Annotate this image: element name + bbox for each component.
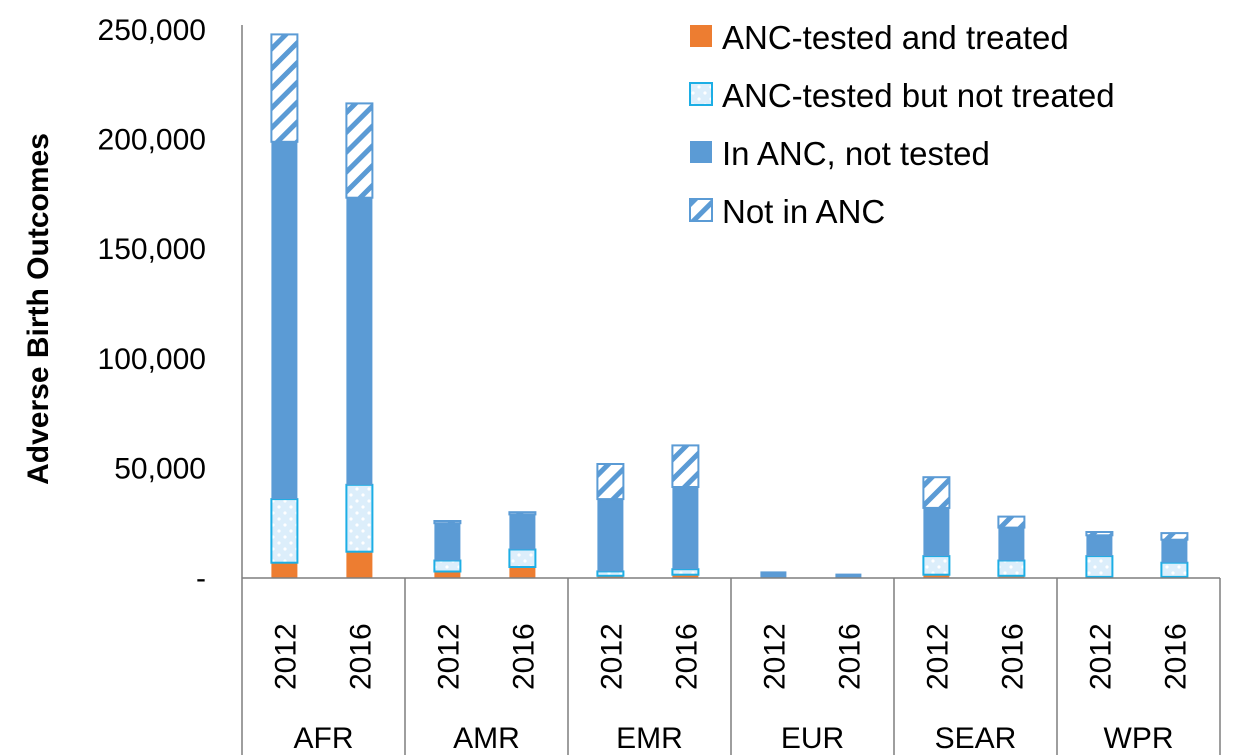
x-tick-label-year: 2016 <box>833 623 866 690</box>
x-tick-label-year: 2016 <box>670 623 703 690</box>
bar-segment-sear-2016-s2 <box>998 527 1025 561</box>
x-tick-label-year: 2012 <box>1084 623 1117 690</box>
bar-segment-wpr-2016-s3 <box>1160 532 1189 541</box>
x-group-label-sear: SEAR <box>935 722 1017 755</box>
bar-segment-amr-2012-s1 <box>433 559 462 573</box>
bar-segment-wpr-2012-s1 <box>1085 555 1114 578</box>
x-tick-label-year: 2012 <box>595 623 628 690</box>
legend-label-1: ANC-tested but not treated <box>722 77 1115 114</box>
bar-segment-afr-2012-s1 <box>270 498 299 564</box>
bar-segment-afr-2012-s0 <box>271 562 298 578</box>
y-tick-label: - <box>196 562 206 595</box>
x-group-label-eur: EUR <box>781 722 844 755</box>
x-tick-label-year: 2012 <box>921 623 954 690</box>
bar-segment-amr-2016-s0 <box>509 567 536 578</box>
y-tick-label: 200,000 <box>98 124 206 157</box>
legend-swatch-3 <box>689 198 713 222</box>
x-tick-label-year: 2012 <box>269 623 302 690</box>
bar-segment-afr-2012-s2 <box>271 141 298 500</box>
x-tick-label-year: 2016 <box>507 623 540 690</box>
bar-segment-eur-2016-s2 <box>835 573 862 578</box>
y-axis-title: Adverse Birth Outcomes <box>22 133 55 485</box>
legend-label-2: In ANC, not tested <box>722 135 990 172</box>
legend-swatch-1 <box>689 82 713 106</box>
y-tick-label: 150,000 <box>98 233 206 266</box>
bar-segment-emr-2016-s3 <box>671 444 700 488</box>
bar-segment-wpr-2012-s2 <box>1086 535 1113 557</box>
bar-segment-afr-2016-s1 <box>345 483 374 553</box>
y-tick-label: 250,000 <box>98 14 206 47</box>
x-group-label-amr: AMR <box>453 722 520 755</box>
bar-segment-afr-2012-s3 <box>270 33 299 143</box>
x-group-label-afr: AFR <box>294 722 354 755</box>
legend-swatch-0 <box>690 25 712 47</box>
x-tick-label-year: 2016 <box>344 623 377 690</box>
bar-segment-afr-2016-s2 <box>346 197 373 485</box>
bar-segment-afr-2016-s3 <box>345 102 374 199</box>
bar-segment-amr-2016-s3 <box>508 511 537 516</box>
bar-segment-sear-2016-s3 <box>997 515 1026 529</box>
legend-label-0: ANC-tested and treated <box>722 19 1069 56</box>
bar-segment-emr-2012-s2 <box>597 499 624 572</box>
legend-label-3: Not in ANC <box>722 193 885 230</box>
legend: ANC-tested and treated ANC-tested but not… <box>689 19 1115 230</box>
bar-segment-sear-2016-s1 <box>997 559 1026 577</box>
bar-segment-emr-2016-s1 <box>671 568 700 576</box>
bar-segment-wpr-2012-s3 <box>1085 531 1114 537</box>
x-group-label-emr: EMR <box>616 722 683 755</box>
bar-segment-amr-2016-s1 <box>508 548 537 568</box>
bar-segment-eur-2012-s2 <box>760 571 787 578</box>
x-tick-label-year: 2016 <box>1159 623 1192 690</box>
x-tick-label-year: 2012 <box>758 623 791 690</box>
bar-segment-emr-2012-s1 <box>596 570 625 577</box>
bar-segment-wpr-2016-s1 <box>1160 561 1189 578</box>
bar-segment-amr-2016-s2 <box>509 514 536 550</box>
axes: 2012 2016 AFR 2012 2016 AMR 2012 2016 EMR 2012 201… <box>22 14 1221 755</box>
bar-segment-sear-2012-s0 <box>923 574 950 578</box>
bar-segment-emr-2016-s2 <box>672 487 699 570</box>
bar-segment-wpr-2016-s2 <box>1161 539 1188 563</box>
bar-segment-amr-2012-s0 <box>434 571 461 578</box>
plot-area <box>270 33 1189 578</box>
bar-segment-emr-2012-s3 <box>596 463 625 501</box>
y-tick-label: 50,000 <box>114 452 206 485</box>
bar-segment-sear-2016-s0 <box>998 575 1025 578</box>
legend-swatch-2 <box>690 141 712 163</box>
y-tick-label: 100,000 <box>98 343 206 376</box>
bar-segment-afr-2016-s0 <box>346 551 373 578</box>
bar-segment-emr-2012-s0 <box>597 575 624 578</box>
bar-segment-sear-2012-s3 <box>922 476 951 509</box>
x-group-label-wpr: WPR <box>1104 722 1174 755</box>
bar-segment-amr-2012-s2 <box>434 523 461 561</box>
bar-segment-sear-2012-s1 <box>922 555 951 576</box>
bar-segment-amr-2012-s3 <box>433 520 462 525</box>
bar-segment-sear-2012-s2 <box>923 507 950 557</box>
bar-segment-emr-2016-s0 <box>672 574 699 578</box>
x-tick-label-year: 2012 <box>432 623 465 690</box>
x-tick-label-year: 2016 <box>996 623 1029 690</box>
